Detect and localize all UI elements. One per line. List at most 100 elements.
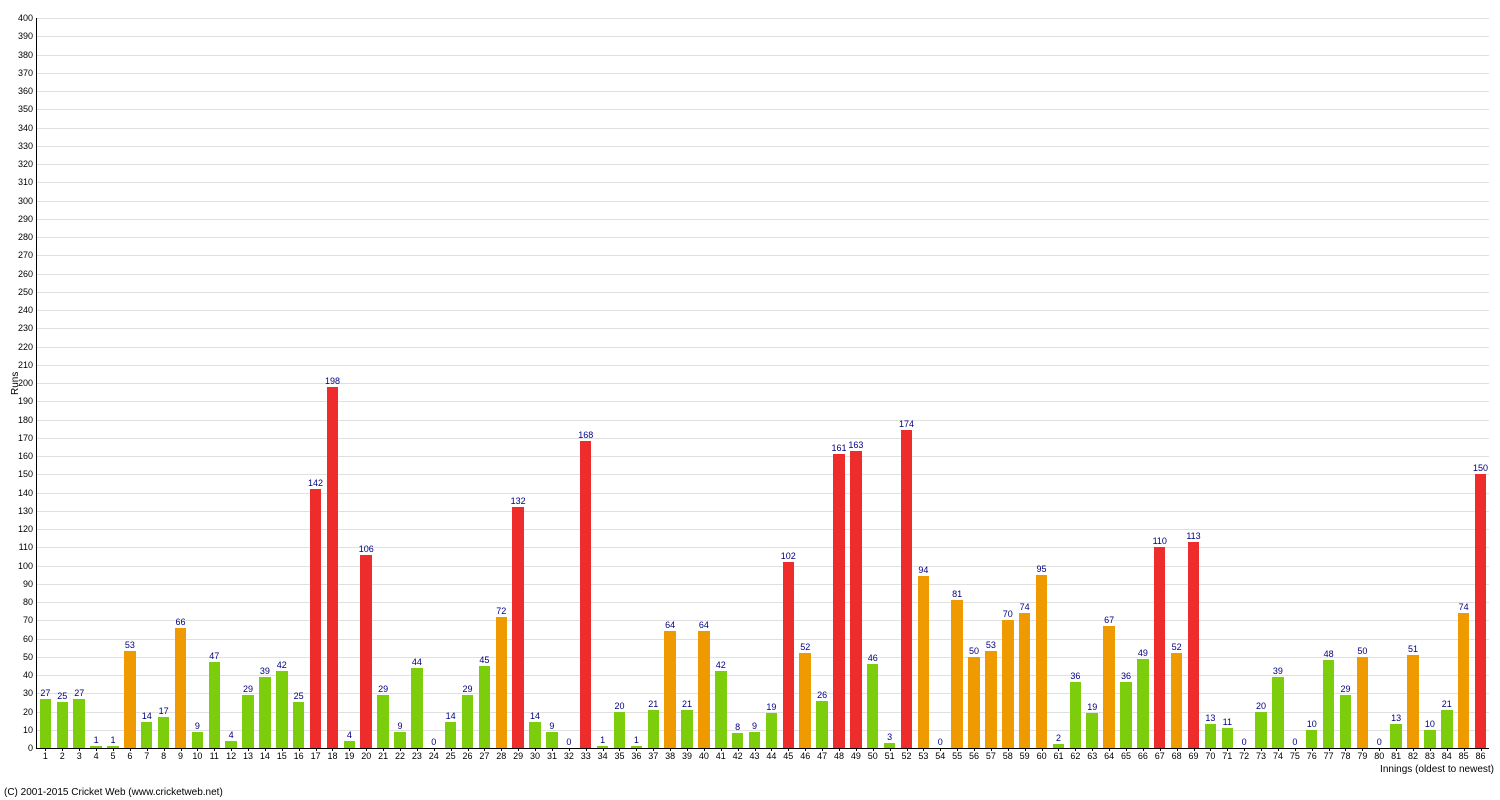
bar-value-label: 94	[918, 565, 928, 576]
bar-value-label: 110	[1153, 536, 1167, 547]
bar-value-label: 14	[142, 711, 152, 722]
y-tick-label: 250	[18, 287, 37, 297]
x-tick-label: 53	[918, 748, 928, 761]
bar: 67	[1103, 626, 1114, 748]
gridline	[37, 456, 1489, 457]
runs-bar-chart: 0102030405060708090100110120130140150160…	[0, 0, 1500, 800]
bar-value-label: 29	[243, 684, 253, 695]
bar-value-label: 29	[463, 684, 473, 695]
bar-value-label: 20	[1256, 701, 1266, 712]
x-tick-label: 16	[294, 748, 304, 761]
y-tick-label: 70	[23, 615, 37, 625]
y-tick-label: 40	[23, 670, 37, 680]
gridline	[37, 438, 1489, 439]
bar-value-label: 53	[986, 640, 996, 651]
bar-value-label: 21	[1442, 699, 1452, 710]
bar: 9	[394, 732, 405, 748]
x-tick-label: 10	[192, 748, 202, 761]
bar-value-label: 174	[899, 419, 914, 430]
x-tick-label: 39	[682, 748, 692, 761]
gridline	[37, 36, 1489, 37]
y-tick-label: 210	[18, 360, 37, 370]
bar-value-label: 26	[817, 690, 827, 701]
bar: 39	[259, 677, 270, 748]
bar: 11	[1222, 728, 1233, 748]
x-tick-label: 62	[1070, 748, 1080, 761]
y-tick-label: 360	[18, 86, 37, 96]
y-tick-label: 170	[18, 433, 37, 443]
bar-value-label: 150	[1473, 463, 1488, 474]
gridline	[37, 383, 1489, 384]
bar-value-label: 42	[716, 660, 726, 671]
bar-value-label: 10	[1425, 719, 1435, 730]
bar: 29	[242, 695, 253, 748]
bar: 50	[1357, 657, 1368, 748]
gridline	[37, 365, 1489, 366]
y-tick-label: 0	[28, 743, 37, 753]
bar-value-label: 0	[938, 737, 943, 748]
x-tick-label: 32	[564, 748, 574, 761]
bar-value-label: 52	[800, 642, 810, 653]
bar-value-label: 50	[969, 646, 979, 657]
bar-value-label: 25	[294, 691, 304, 702]
x-tick-label: 1	[43, 748, 48, 761]
x-tick-label: 8	[161, 748, 166, 761]
y-tick-label: 330	[18, 141, 37, 151]
x-tick-label: 2	[60, 748, 65, 761]
y-tick-label: 110	[19, 542, 37, 552]
bar-value-label: 42	[277, 660, 287, 671]
x-tick-label: 60	[1037, 748, 1047, 761]
y-axis-title: Runs	[10, 372, 21, 395]
bar: 106	[360, 555, 371, 748]
gridline	[37, 675, 1489, 676]
gridline	[37, 201, 1489, 202]
y-tick-label: 240	[18, 305, 37, 315]
bar: 25	[57, 702, 68, 748]
gridline	[37, 566, 1489, 567]
bar-value-label: 4	[229, 730, 234, 741]
bar-value-label: 102	[781, 551, 796, 562]
bar-value-label: 21	[682, 699, 692, 710]
x-tick-label: 76	[1307, 748, 1317, 761]
gridline	[37, 347, 1489, 348]
gridline	[37, 109, 1489, 110]
bar: 45	[479, 666, 490, 748]
bar: 66	[175, 628, 186, 748]
gridline	[37, 237, 1489, 238]
y-tick-label: 270	[18, 250, 37, 260]
x-tick-label: 30	[530, 748, 540, 761]
bar: 64	[664, 631, 675, 748]
bar-value-label: 11	[1223, 717, 1232, 728]
bar-value-label: 0	[1292, 737, 1297, 748]
bar: 46	[867, 664, 878, 748]
x-tick-label: 38	[665, 748, 675, 761]
y-tick-label: 140	[18, 488, 37, 498]
y-tick-label: 370	[18, 68, 37, 78]
y-tick-label: 340	[18, 123, 37, 133]
bar-value-label: 29	[1340, 684, 1350, 695]
bar: 163	[850, 451, 861, 748]
bar: 142	[310, 489, 321, 748]
bar-value-label: 14	[446, 711, 456, 722]
x-tick-label: 48	[834, 748, 844, 761]
bar: 161	[833, 454, 844, 748]
bar: 36	[1070, 682, 1081, 748]
bar-value-label: 4	[347, 730, 352, 741]
x-tick-label: 77	[1324, 748, 1334, 761]
x-tick-label: 36	[631, 748, 641, 761]
x-tick-label: 83	[1425, 748, 1435, 761]
bar-value-label: 1	[94, 735, 99, 746]
bar-value-label: 9	[549, 721, 554, 732]
x-tick-label: 22	[395, 748, 405, 761]
gridline	[37, 602, 1489, 603]
bar-value-label: 10	[1307, 719, 1317, 730]
x-tick-label: 85	[1459, 748, 1469, 761]
x-tick-label: 21	[378, 748, 388, 761]
y-tick-label: 280	[18, 232, 37, 242]
bar-value-label: 51	[1408, 644, 1418, 655]
bar-value-label: 9	[195, 721, 200, 732]
bar: 94	[918, 576, 929, 748]
bar: 14	[445, 722, 456, 748]
y-tick-label: 350	[18, 104, 37, 114]
gridline	[37, 91, 1489, 92]
